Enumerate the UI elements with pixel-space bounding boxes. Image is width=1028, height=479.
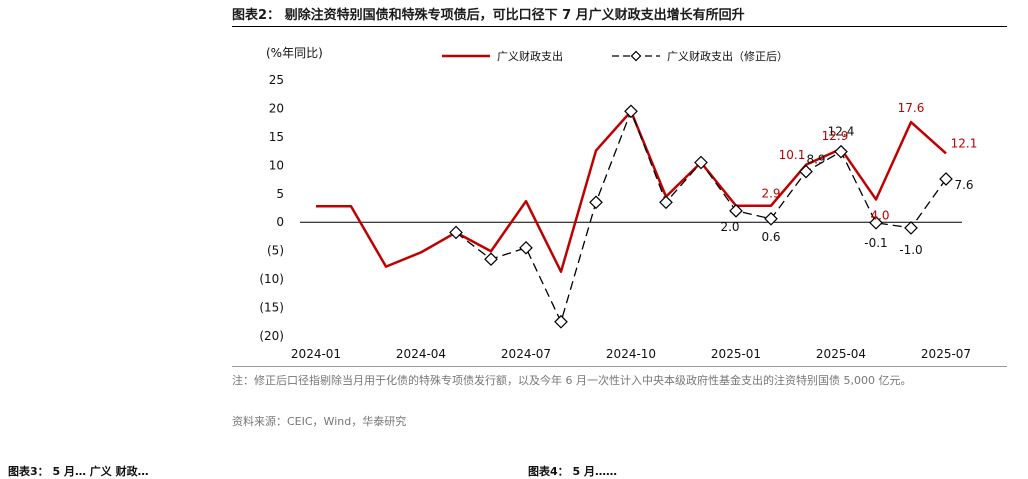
- data-label: 2.0: [720, 220, 739, 234]
- x-tick-label: 2024-01: [291, 347, 341, 361]
- diamond-marker: [869, 215, 883, 230]
- data-label: 12.9: [822, 129, 849, 143]
- legend-label-series-1: 广义财政支出: [497, 49, 563, 63]
- diamond-marker: [659, 195, 673, 210]
- data-label: 12.4: [828, 125, 855, 139]
- diamond-marker: [834, 144, 848, 159]
- series-markers: [449, 104, 953, 329]
- legend-label-series-2: 广义财政支出（修正后）: [667, 49, 788, 63]
- y-tick-label: (15): [259, 301, 284, 315]
- y-axis: (20) (15) (10) (5) 0 5 10 15 20 25: [259, 73, 284, 343]
- data-label: -1.0: [899, 243, 922, 257]
- data-label: 17.6: [898, 101, 925, 115]
- diamond-marker: [904, 221, 918, 235]
- diamond-marker: [799, 164, 813, 179]
- data-label: -0.1: [864, 236, 887, 250]
- x-tick-label: 2025-07: [921, 347, 971, 361]
- x-tick-label: 2025-01: [711, 347, 761, 361]
- diamond-marker: [624, 104, 638, 119]
- y-tick-label: 5: [276, 187, 284, 201]
- data-label: 4.0: [870, 208, 889, 222]
- y-tick-label: (20): [259, 329, 284, 343]
- diamond-marker: [554, 314, 568, 329]
- diamond-marker: [484, 252, 498, 267]
- next-figure-title-left: 图表3： 5 月… 广义 财政…: [8, 465, 149, 478]
- data-label: 2.9: [761, 187, 780, 201]
- y-tick-label: 0: [276, 215, 284, 229]
- data-labels: 2.9 10.1 12.9 4.0 17.6 12.1 2.0 0.6 8.912.4 -0.1-…: [720, 101, 977, 257]
- y-tick-label: 10: [269, 158, 284, 172]
- y-tick-label: 15: [269, 130, 284, 144]
- chart-source: 资料来源：CEIC，Wind，华泰研究: [232, 415, 407, 428]
- y-tick-label: 25: [269, 73, 284, 87]
- diamond-marker: [589, 195, 603, 210]
- line-chart: (%年同比) (20) (15) (10) (5) 0 5 10 15 20 25 2024-01…: [259, 46, 977, 361]
- diamond-marker: [449, 225, 463, 240]
- x-tick-label: 2024-07: [501, 347, 551, 361]
- x-axis: 2024-01 2024-04 2024-07 2024-10 2025-01 2025-…: [291, 221, 971, 361]
- diamond-marker: [694, 155, 708, 170]
- x-tick-label: 2025-04: [816, 347, 866, 361]
- data-label: 7.6: [954, 178, 973, 192]
- y-tick-label: 20: [269, 101, 284, 115]
- y-tick-label: (10): [259, 272, 284, 286]
- diamond-marker: [519, 240, 533, 255]
- diamond-marker: [939, 172, 953, 186]
- data-label: 8.9: [806, 153, 825, 167]
- series-lines: [316, 109, 947, 324]
- diamond-marker: [764, 211, 778, 226]
- figure-title: 图表2： 剔除注资特别国债和特殊专项债后，可比口径下 7 月广义财政支出增长有所…: [232, 8, 745, 23]
- diamond-marker: [729, 203, 743, 218]
- data-label: 12.1: [951, 136, 978, 150]
- data-label: 0.6: [761, 230, 780, 244]
- y-tick-label: (5): [267, 244, 284, 258]
- x-tick-label: 2024-10: [606, 347, 656, 361]
- footer-rule: [232, 366, 1007, 367]
- title-rule: [232, 26, 1007, 27]
- y-unit-label: (%年同比): [266, 46, 323, 60]
- next-figure-title-right: 图表4： 5 月……: [528, 465, 617, 478]
- legend-swatch-diamond: [630, 50, 642, 62]
- chart-note: 注：修正后口径指剔除当月用于化债的特殊专项债发行额，以及今年 6 月一次性计入中…: [232, 374, 912, 387]
- data-label: 10.1: [779, 148, 806, 162]
- legend: 广义财政支出 广义财政支出（修正后）: [442, 49, 788, 63]
- x-tick-label: 2024-04: [396, 347, 446, 361]
